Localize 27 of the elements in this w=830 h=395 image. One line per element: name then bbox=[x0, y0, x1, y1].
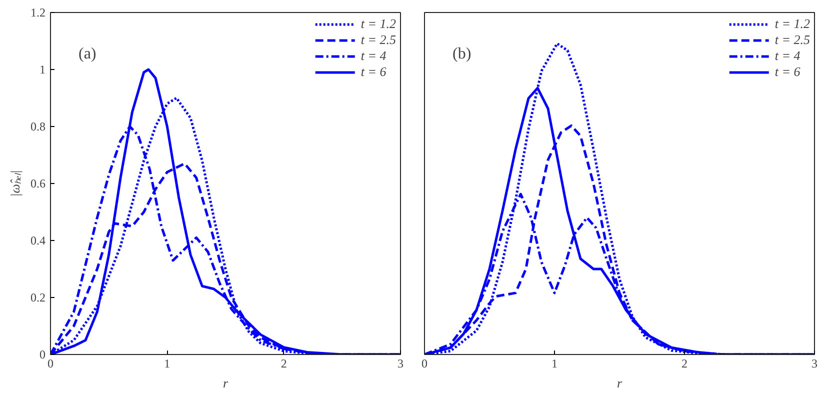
x-axis-title: r bbox=[616, 376, 623, 390]
x-tick-label: 3 bbox=[812, 356, 818, 370]
x-axis-title: r bbox=[222, 376, 229, 390]
legend-label: t = 1.2 bbox=[774, 16, 810, 32]
legend-label: t = 4 bbox=[774, 48, 800, 64]
y-tick-label: 1 bbox=[40, 62, 46, 76]
x-tick-label: 1 bbox=[164, 356, 170, 370]
y-tick-label: 1.2 bbox=[30, 6, 46, 20]
y-tick-label: 0.8 bbox=[30, 120, 46, 134]
x-tick-label: 0 bbox=[422, 356, 428, 370]
legend-label: t = 4 bbox=[360, 48, 386, 64]
x-tick-label: 2 bbox=[280, 356, 287, 370]
legend-label: t = 2.5 bbox=[774, 32, 810, 48]
legend-label: t = 6 bbox=[360, 64, 386, 80]
x-tick-label: 2 bbox=[682, 356, 688, 370]
legend-label: t = 2.5 bbox=[360, 32, 396, 48]
annotation: (b) bbox=[452, 46, 472, 62]
annotation: (a) bbox=[78, 46, 96, 62]
y-axis-title: |ω̂ₕₑₗ| bbox=[8, 170, 22, 197]
y-tick-label: 0.4 bbox=[30, 234, 46, 248]
y-tick-label: 0.2 bbox=[30, 290, 46, 304]
x-tick-label: 1 bbox=[552, 356, 558, 370]
y-tick-label: 0.6 bbox=[30, 176, 46, 190]
y-tick-label: 0 bbox=[40, 348, 46, 362]
legend-label: t = 6 bbox=[774, 64, 800, 80]
legend-label: t = 1.2 bbox=[360, 16, 396, 32]
x-tick-label: 3 bbox=[398, 356, 404, 370]
